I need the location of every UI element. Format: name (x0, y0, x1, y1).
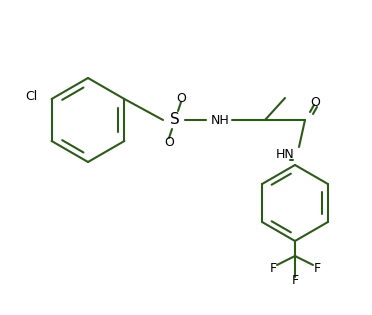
Text: F: F (291, 274, 299, 288)
Text: NH: NH (211, 113, 230, 127)
Text: S: S (170, 112, 180, 128)
Text: HN: HN (276, 148, 294, 162)
Text: F: F (314, 262, 321, 276)
Text: O: O (176, 91, 186, 105)
Text: O: O (310, 95, 320, 108)
Text: Cl: Cl (25, 90, 38, 104)
Text: O: O (164, 135, 174, 148)
Text: F: F (269, 262, 276, 276)
